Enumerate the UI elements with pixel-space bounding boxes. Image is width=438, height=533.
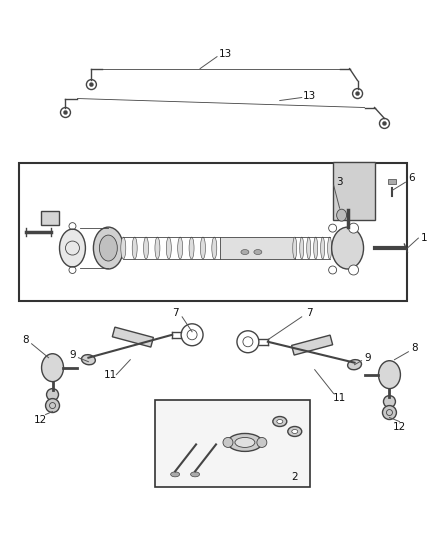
Ellipse shape [227,433,262,451]
Circle shape [257,438,267,447]
Ellipse shape [191,472,200,477]
Ellipse shape [337,209,346,221]
Ellipse shape [189,237,194,259]
Ellipse shape [328,237,332,259]
Ellipse shape [60,229,85,267]
Bar [220,237,295,259]
Ellipse shape [343,204,353,211]
Text: 9: 9 [69,350,76,360]
Circle shape [349,265,359,275]
Ellipse shape [241,249,249,255]
Ellipse shape [166,237,171,259]
Circle shape [328,224,337,232]
Text: 13: 13 [303,91,316,101]
Circle shape [223,438,233,447]
Ellipse shape [314,237,318,259]
Ellipse shape [277,419,283,424]
Circle shape [382,122,386,125]
Circle shape [89,83,93,86]
Ellipse shape [144,237,148,259]
Ellipse shape [293,237,297,259]
Ellipse shape [300,237,304,259]
Circle shape [384,395,396,408]
Text: 8: 8 [411,343,418,353]
Bar [112,327,153,347]
Circle shape [356,92,360,95]
Circle shape [382,406,396,419]
Text: 7: 7 [172,308,178,318]
Bar [332,163,374,220]
Ellipse shape [99,235,117,261]
Text: 7: 7 [307,308,313,318]
Ellipse shape [292,430,298,433]
Ellipse shape [348,360,361,370]
Ellipse shape [254,249,262,255]
Text: 2: 2 [291,472,298,482]
Ellipse shape [321,237,325,259]
Text: 9: 9 [364,353,371,363]
Text: 13: 13 [219,49,232,59]
Text: 1: 1 [421,233,427,243]
Ellipse shape [273,416,287,426]
Circle shape [64,110,67,115]
Circle shape [46,389,59,401]
Bar [41,211,59,225]
Bar [155,400,310,487]
Ellipse shape [332,227,364,269]
Text: 6: 6 [408,173,415,183]
Circle shape [328,266,337,274]
Ellipse shape [201,237,205,259]
Text: 11: 11 [333,393,346,402]
Ellipse shape [93,227,124,269]
Text: 11: 11 [104,370,117,379]
Ellipse shape [212,237,217,259]
Text: 12: 12 [393,423,406,432]
Ellipse shape [171,472,180,477]
Text: 12: 12 [34,415,47,424]
Ellipse shape [81,354,95,365]
Ellipse shape [378,361,400,389]
Ellipse shape [178,237,183,259]
Ellipse shape [288,426,302,437]
Text: 3: 3 [336,177,343,187]
Ellipse shape [235,438,255,447]
Ellipse shape [42,354,64,382]
Ellipse shape [121,237,126,259]
Bar [292,335,333,355]
Circle shape [46,399,60,413]
Bar [389,179,396,184]
Bar [19,163,407,301]
Circle shape [349,223,359,233]
Ellipse shape [307,237,311,259]
Text: 8: 8 [22,335,29,345]
Ellipse shape [155,237,160,259]
Ellipse shape [132,237,137,259]
